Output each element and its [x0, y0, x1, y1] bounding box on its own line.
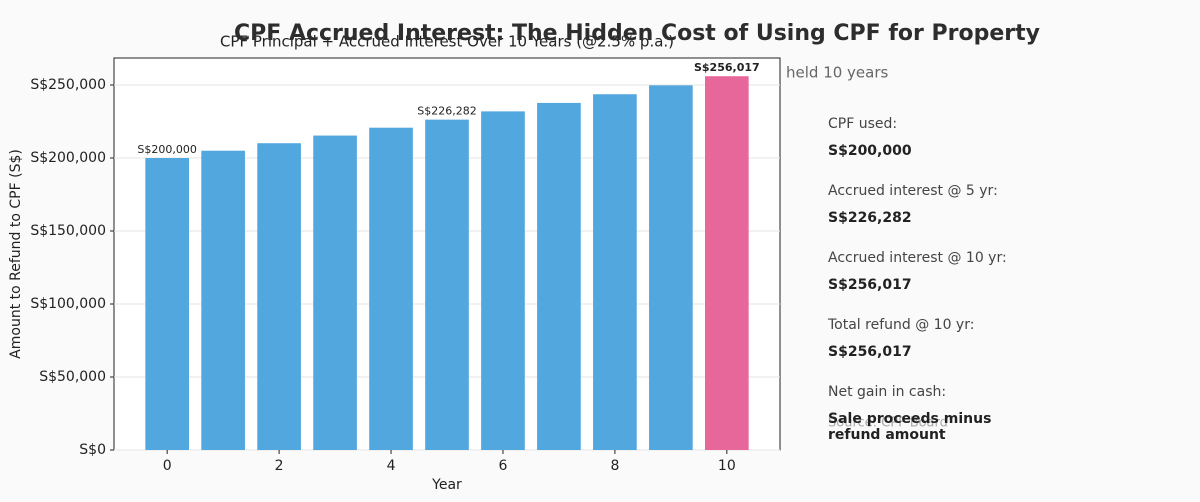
panel-label: CPF used:: [828, 116, 897, 132]
x-tick-label: 10: [718, 458, 736, 474]
chart-title: CPF Accrued Interest: The Hidden Cost of…: [234, 21, 1040, 46]
bar: [593, 94, 637, 451]
y-tick-label: S$150,000: [30, 223, 106, 239]
x-axis-label: Year: [431, 477, 462, 493]
x-tick-label: 4: [387, 458, 396, 474]
side-panel: CPF used: S$200,000 Accrued interest @ 5 y…: [827, 116, 1007, 443]
bar: [369, 127, 413, 450]
y-tick-label: S$100,000: [30, 296, 106, 312]
bar: [649, 85, 693, 450]
bar: [705, 76, 749, 450]
value-label: S$200,000: [137, 143, 196, 156]
y-tick-label: S$50,000: [39, 369, 106, 385]
x-tick-label: 2: [275, 458, 284, 474]
x-tick-label: 6: [499, 458, 508, 474]
value-label: S$256,017: [694, 61, 760, 74]
x-tick-label: 0: [163, 458, 172, 474]
y-tick-label: S$0: [79, 442, 106, 458]
value-label: S$226,282: [417, 105, 476, 118]
panel-label: Total refund @ 10 yr:: [827, 317, 974, 333]
y-axis-label: Amount to Refund to CPF (S$): [8, 149, 24, 359]
bar: [425, 119, 469, 450]
bar: [537, 102, 581, 450]
panel-label: Accrued interest @ 10 yr:: [828, 250, 1007, 266]
panel-value: S$256,017: [828, 277, 912, 293]
y-tick-label: S$200,000: [30, 150, 106, 166]
x-tick-label: 8: [610, 458, 619, 474]
bar: [257, 143, 301, 450]
panel-value: S$256,017: [828, 344, 912, 360]
panel-value: S$200,000: [828, 143, 912, 159]
annotation: held 10 years: [786, 64, 889, 82]
panel-label: Accrued interest @ 5 yr:: [828, 183, 998, 199]
bar: [201, 150, 245, 450]
bar: [481, 111, 525, 451]
panel-value: Sale proceeds minus refund amount: [828, 411, 991, 443]
bar: [145, 158, 189, 450]
chart-subtitle: CPF Principal + Accrued Interest Over 10…: [220, 33, 674, 51]
y-tick-label: S$250,000: [30, 77, 106, 93]
panel-value: S$226,282: [828, 210, 912, 226]
panel-label: Net gain in cash:: [828, 384, 946, 400]
source: Source: CPF Board: [828, 416, 948, 431]
bar: [313, 135, 357, 450]
